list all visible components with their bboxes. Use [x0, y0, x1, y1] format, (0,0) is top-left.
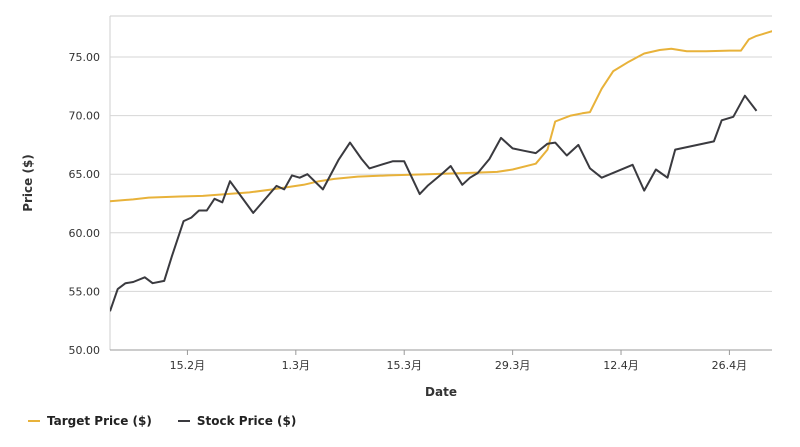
legend-item-stock-price: Stock Price ($): [177, 414, 297, 428]
y-tick-label: 75.00: [69, 51, 101, 64]
legend-swatch-target-price: [28, 420, 40, 422]
x-tick-label: 29.3月: [495, 359, 531, 372]
x-tick-label: 15.2月: [170, 359, 206, 372]
y-axis-title: Price ($): [21, 154, 35, 212]
x-tick-label: 15.3月: [386, 359, 422, 372]
stock-price-line: [110, 94, 758, 312]
chart-legend: Target Price ($) Stock Price ($): [28, 414, 296, 428]
y-tick-label: 55.00: [69, 285, 101, 298]
price-chart: 50.00 55.00 60.00 65.00 70.00 75.00 15.2月 1.3月 1…: [21, 15, 772, 399]
target-price-line: [110, 30, 772, 203]
y-tick-label: 70.00: [69, 110, 101, 123]
y-tick-label: 65.00: [69, 168, 101, 181]
x-axis-title: Date: [425, 385, 457, 399]
x-tick-label: 1.3月: [282, 359, 311, 372]
legend-label-target-price: Target Price ($): [47, 414, 152, 428]
legend-item-target-price: Target Price ($): [28, 414, 152, 428]
y-tick-label: 60.00: [69, 227, 101, 240]
legend-label-stock-price: Stock Price ($): [196, 414, 297, 428]
x-tick-label: 12.4月: [603, 359, 639, 372]
x-tick-label: 26.4月: [712, 359, 748, 372]
legend-swatch-stock-price: [177, 420, 190, 422]
y-tick-label: 50.00: [69, 344, 101, 357]
